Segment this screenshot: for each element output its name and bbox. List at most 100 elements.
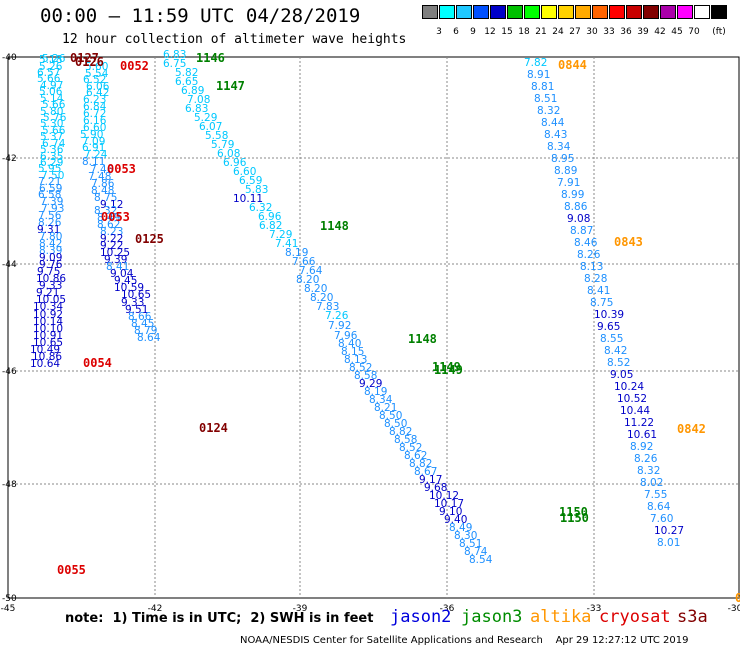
wave-height-value: 8.58 bbox=[394, 434, 417, 446]
wave-height-value: 8.49 bbox=[449, 522, 472, 534]
legend-altika: altika bbox=[530, 607, 592, 627]
color-swatch bbox=[541, 5, 557, 19]
wave-height-value: 9.51 bbox=[125, 304, 148, 316]
pass-time-label: 0053 bbox=[107, 162, 136, 176]
wave-height-value: 5.36 bbox=[40, 144, 64, 156]
wave-height-value: 6.83 bbox=[163, 49, 186, 61]
pass-time-label: 0055 bbox=[57, 563, 86, 577]
pass-time-label: 1149 bbox=[434, 363, 463, 377]
pass-time-label: 0053 bbox=[101, 210, 130, 224]
wave-height-value: 8.89 bbox=[554, 165, 577, 177]
wave-height-value: 5.80 bbox=[40, 106, 63, 118]
color-swatch bbox=[626, 5, 642, 19]
pass-time-label: 0844 bbox=[558, 58, 587, 72]
wave-height-value: 6.82 bbox=[259, 220, 282, 232]
wave-height-value: 8.95 bbox=[551, 153, 574, 165]
wave-height-value: 6.23 bbox=[83, 94, 106, 106]
wave-height-value: 9.17 bbox=[419, 474, 442, 486]
wave-height-value: 8.67 bbox=[414, 466, 437, 478]
pass-time-label: 0127 bbox=[70, 51, 99, 65]
color-swatch bbox=[456, 5, 472, 19]
wave-height-value: 8.21 bbox=[374, 402, 397, 414]
lon-label: -45 bbox=[1, 604, 16, 614]
wave-height-value: 8.50 bbox=[379, 410, 402, 422]
wave-height-value: 5.76 bbox=[43, 112, 67, 124]
lon-label: -36 bbox=[440, 604, 455, 614]
wave-height-value: 8.52 bbox=[349, 362, 372, 374]
wave-height-value: 7.92 bbox=[328, 320, 351, 332]
wave-height-value: 8.23 bbox=[100, 226, 123, 238]
wave-height-value: 6.42 bbox=[86, 87, 109, 99]
wave-height-value: 6.07 bbox=[199, 121, 222, 133]
wave-height-value: 9.05 bbox=[610, 369, 633, 381]
wave-height-value: 6.74 bbox=[42, 138, 66, 150]
wave-height-value: 8.91 bbox=[527, 69, 550, 81]
wave-height-value: 8.13 bbox=[344, 354, 367, 366]
color-scale-label: 24 bbox=[552, 27, 564, 37]
wave-height-value: 8.86 bbox=[564, 201, 588, 213]
wave-height-value: 8.62 bbox=[97, 219, 120, 231]
lat-label: -48 bbox=[2, 480, 17, 490]
wave-height-value: 11.22 bbox=[624, 417, 654, 429]
wave-height-value: 7.21 bbox=[38, 176, 61, 188]
color-swatch bbox=[643, 5, 659, 19]
pass-time-label: 1146 bbox=[196, 51, 225, 65]
color-swatch bbox=[660, 5, 676, 19]
wave-height-value: 5.95 bbox=[38, 163, 61, 175]
wave-height-value: 7.24 bbox=[84, 149, 108, 161]
wave-height-value: 8.82 bbox=[389, 426, 412, 438]
wave-height-value: 8.55 bbox=[600, 333, 623, 345]
wave-height-value: 8.20 bbox=[310, 292, 333, 304]
wave-height-value: 10.17 bbox=[434, 498, 464, 510]
color-swatch bbox=[473, 5, 489, 19]
wave-height-value: 8.50 bbox=[384, 418, 407, 430]
wave-height-value: 6.35 bbox=[40, 151, 63, 163]
legend-jason2: jason2 bbox=[390, 607, 452, 627]
wave-height-value: 9.33 bbox=[39, 280, 62, 292]
lon-label: -39 bbox=[293, 604, 308, 614]
wave-height-value: 7.86 bbox=[91, 178, 115, 190]
wave-height-value: 10.34 bbox=[33, 301, 63, 313]
wave-height-value: 6.59 bbox=[39, 183, 62, 195]
pass-time-label: 1149 bbox=[432, 360, 461, 374]
wave-height-value: 10.59 bbox=[114, 282, 144, 294]
color-scale-label: 15 bbox=[501, 27, 513, 37]
wave-height-value: 7.91 bbox=[557, 177, 580, 189]
color-scale-label: 9 bbox=[470, 27, 476, 37]
wave-height-value: 8.62 bbox=[404, 450, 427, 462]
wave-height-value: 6.57 bbox=[37, 67, 60, 79]
wave-height-value: 8.41 bbox=[587, 285, 610, 297]
wave-height-value: 6.96 bbox=[223, 157, 247, 169]
wave-height-value: 10.65 bbox=[33, 337, 63, 349]
wave-height-value: 8.52 bbox=[399, 442, 422, 454]
pass-time-label: 1150 bbox=[559, 505, 588, 519]
lat-label: -50 bbox=[2, 594, 17, 604]
wave-height-value: 8.79 bbox=[134, 325, 157, 337]
wave-height-value: 8.02 bbox=[640, 477, 663, 489]
color-scale-label: 12 bbox=[484, 27, 496, 37]
wave-height-value: 8.92 bbox=[630, 441, 653, 453]
lat-label: -44 bbox=[2, 260, 17, 270]
wave-height-value: 10.12 bbox=[429, 490, 459, 502]
color-scale-label: 33 bbox=[603, 27, 615, 37]
lon-label: -30 bbox=[728, 604, 740, 614]
wave-height-value: 9.21 bbox=[36, 287, 59, 299]
page-subtitle: 12 hour collection of altimeter wave hei… bbox=[62, 32, 407, 47]
wave-height-value: 8.20 bbox=[304, 283, 327, 295]
wave-height-value: 9.39 bbox=[104, 254, 127, 266]
color-swatch bbox=[694, 5, 710, 19]
wave-height-value: 5.26 bbox=[39, 61, 63, 73]
wave-height-value: 8.46 bbox=[574, 237, 598, 249]
wave-height-value: 8.41 bbox=[106, 261, 129, 273]
wave-height-value: 5.66 bbox=[42, 99, 66, 111]
wave-height-value: 8.32 bbox=[94, 205, 117, 217]
wave-height-value: 8.01 bbox=[657, 537, 680, 549]
wave-height-value: 8.40 bbox=[338, 338, 361, 350]
wave-height-value: 8.39 bbox=[39, 245, 62, 257]
wave-height-value: 5.37 bbox=[40, 131, 63, 143]
wave-height-value: 8.13 bbox=[580, 261, 603, 273]
wave-height-value: 6.58 bbox=[38, 189, 61, 201]
wave-height-value: 8.64 bbox=[137, 332, 161, 344]
lat-label: -46 bbox=[2, 367, 17, 377]
wave-height-value: 8.75 bbox=[590, 297, 613, 309]
